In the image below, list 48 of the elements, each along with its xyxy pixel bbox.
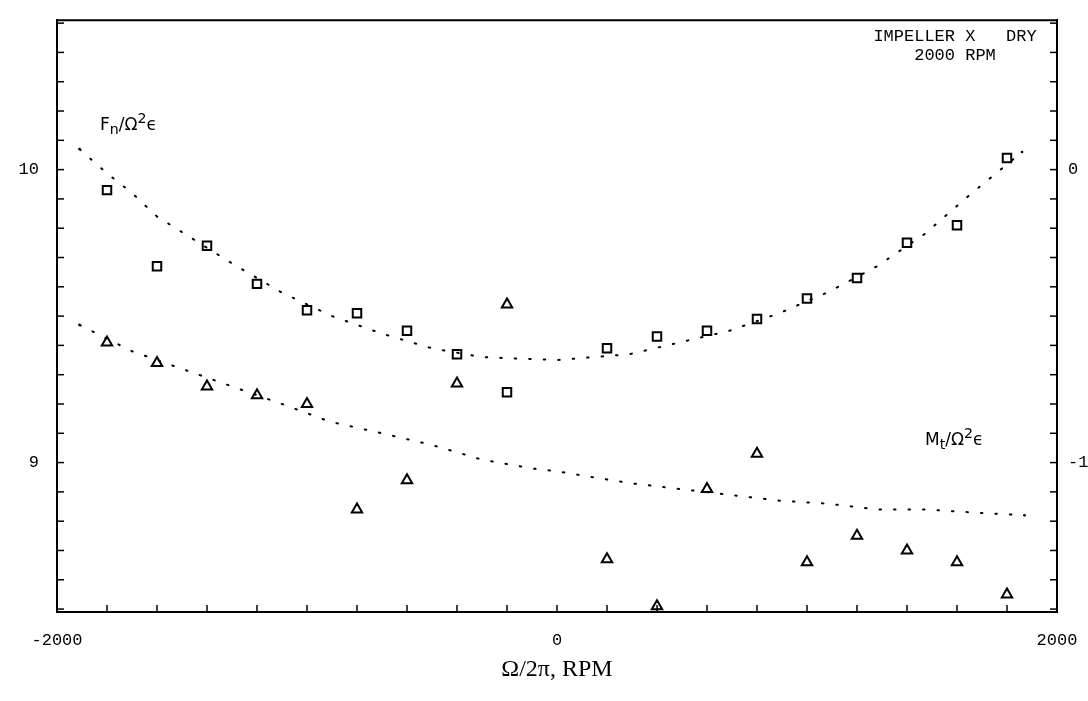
point [701,325,713,336]
point [351,307,363,319]
y2-axis-title: M$_{t}$/Ω$^{2}$ϵ [925,425,984,453]
point [300,396,314,408]
point [650,599,664,611]
point [400,473,414,485]
point [900,543,914,555]
point [850,528,864,540]
point [901,237,913,249]
point [700,481,714,493]
point [851,272,863,284]
point [1001,152,1013,164]
point [501,387,513,398]
point [151,261,163,272]
point [301,305,313,316]
point [251,278,263,290]
x-axis-title: Ω/2π, RPM [500,655,614,682]
point [500,297,514,309]
point [250,388,264,400]
point [101,184,113,196]
point [200,379,214,391]
point [201,240,213,252]
point [150,355,164,367]
x-tick-label: -2000 [31,630,83,650]
point [100,335,114,347]
y-tick-label: 10 [18,160,39,180]
point [1000,587,1014,599]
annotation: IMPELLER X DRY [872,27,1038,46]
point [401,325,413,336]
x-tick-label: 2000 [1036,630,1078,650]
point [801,293,813,304]
y2-tick-label: 0 [1068,160,1079,180]
point [750,446,764,458]
x-tick-label: 0 [551,630,563,650]
point [350,502,364,514]
point [450,376,464,388]
point [951,220,963,231]
y-tick-label: 9 [28,453,39,473]
point [800,555,814,567]
y-axis-title: F$_{n}$/Ω$^{2}$ϵ [100,110,157,138]
y2-tick-label: -1 [1068,453,1088,473]
point [451,348,463,360]
point [600,552,614,564]
point [651,331,663,342]
annotation: 2000 RPM [913,46,997,65]
point [601,343,613,354]
point [751,313,763,325]
point [950,555,964,567]
